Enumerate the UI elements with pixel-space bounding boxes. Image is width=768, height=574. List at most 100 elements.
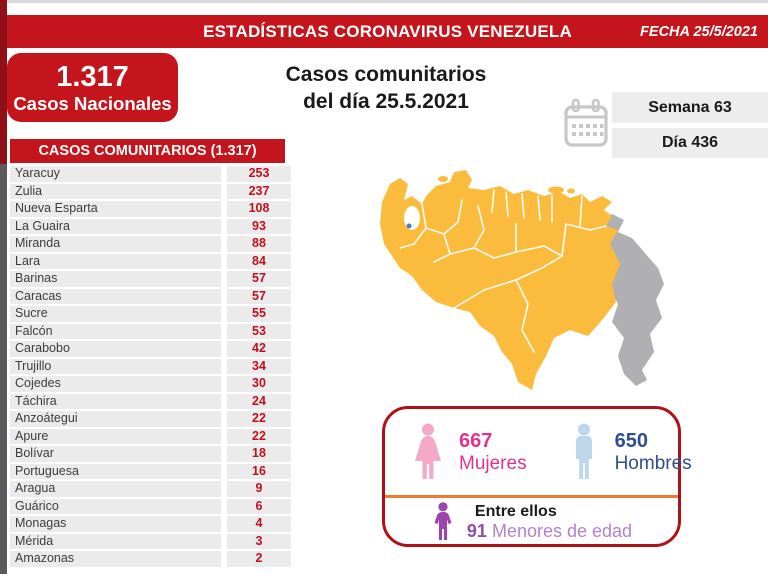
page-title-line1: Casos comunitarios [285,63,487,86]
table-row: Yaracuy 253 [10,166,291,182]
left-edge-strip-gray [0,164,7,574]
female-icon [415,423,441,479]
table-row: Carabobo 42 [10,341,291,357]
state-cases: 237 [227,183,291,199]
state-cases: 57 [227,288,291,304]
state-name: Caracas [10,288,221,304]
state-cases: 55 [227,306,291,322]
community-cases-header-label: CASOS COMUNITARIOS (1.317) [38,143,257,159]
table-row: Cojedes 30 [10,376,291,392]
state-cases: 2 [227,551,291,567]
state-cases: 84 [227,253,291,269]
week-box: Semana 63 [612,92,768,123]
table-row: La Guaira 93 [10,218,291,234]
table-row: Lara 84 [10,253,291,269]
table-row: Bolívar 18 [10,446,291,462]
gender-top-row: 667 Mujeres 650 Hombres [385,409,692,495]
minors-intro: Entre ellos [474,502,557,520]
minors-line: 91 Menores de edad [467,521,632,542]
gender-summary-box: 667 Mujeres 650 Hombres [382,406,692,547]
header-title: ESTADÍSTICAS CORONAVIRUS VENEZUELA [203,21,572,41]
table-row: Mérida 3 [10,533,291,549]
men-group: 650 Hombres [567,423,692,481]
state-cases: 53 [227,323,291,339]
state-cases: 57 [227,271,291,287]
men-label: Hombres [614,452,692,474]
state-name: Sucre [10,306,221,322]
top-divider [0,0,768,3]
state-name: Portuguesa [10,463,221,479]
state-name: Aragua [10,481,221,497]
table-row: Táchira 24 [10,393,291,409]
lake-maracaibo [404,206,420,230]
table-row: Trujillo 34 [10,358,291,374]
state-cases: 93 [227,218,291,234]
page-title-line2: del día 25.5.2021 [303,90,469,113]
header-date: FECHA 25/5/2021 [640,23,758,40]
male-icon [575,423,592,479]
men-text: 650 Hombres [615,430,692,475]
minors-row: Entre ellos 91 Menores de edad [385,498,678,546]
state-cases: 18 [227,446,291,462]
table-row: Apure 22 [10,428,291,444]
state-name: Amazonas [10,551,221,567]
national-cases-box: 1.317 Casos Nacionales [7,53,178,122]
table-row: Aragua 9 [10,481,291,497]
state-cases: 16 [227,463,291,479]
state-name: Yaracuy [10,166,221,182]
orange-divider [385,495,678,498]
state-name: Anzoátegui [10,411,221,427]
table-row: Anzoátegui 22 [10,411,291,427]
child-icon [434,502,452,540]
minors-label: Menores de edad [491,520,633,541]
header-banner: ESTADÍSTICAS CORONAVIRUS VENEZUELA FECHA… [7,15,768,48]
state-cases: 42 [227,341,291,357]
small-island-west [438,176,448,182]
state-name: Táchira [10,393,221,409]
state-cases: 108 [227,201,291,217]
week-label: Semana 63 [648,98,732,116]
state-name: Lara [10,253,221,269]
national-cases-value: 1.317 [56,60,129,93]
women-label: Mujeres [459,452,527,474]
venezuela-country [380,170,620,390]
left-edge-strip-red [0,0,7,164]
page-title: Casos comunitarios del día 25.5.2021 [240,61,532,115]
state-name: Miranda [10,236,221,252]
state-name: Trujillo [10,358,221,374]
state-name: La Guaira [10,218,221,234]
table-row: Miranda 88 [10,236,291,252]
state-name: Apure [10,428,221,444]
state-cases: 253 [227,166,291,182]
state-name: Mérida [10,533,221,549]
state-cases: 88 [227,236,291,252]
state-name: Barinas [10,271,221,287]
men-count: 650 [614,429,648,452]
table-row: Zulia 237 [10,183,291,199]
state-name: Guárico [10,498,221,514]
women-group: 667 Mujeres [411,423,527,481]
state-cases: 34 [227,358,291,374]
margarita-island [548,186,564,194]
national-cases-label: Casos Nacionales [13,92,172,114]
women-count: 667 [459,429,493,452]
table-row: Falcón 53 [10,323,291,339]
state-name: Zulia [10,183,221,199]
table-row: Sucre 55 [10,306,291,322]
minors-count: 91 [466,520,487,541]
minors-text: Entre ellos 91 Menores de edad [467,503,632,542]
table-row: Nueva Esparta 108 [10,201,291,217]
state-name: Monagas [10,516,221,532]
state-cases: 22 [227,411,291,427]
state-cases: 9 [227,481,291,497]
table-row: Barinas 57 [10,271,291,287]
venezuela-map [366,160,684,402]
table-row: Amazonas 2 [10,551,291,567]
state-name: Falcón [10,323,221,339]
table-row: Portuguesa 16 [10,463,291,479]
state-cases: 30 [227,376,291,392]
state-cases: 6 [227,498,291,514]
day-box: Día 436 [612,128,768,158]
table-row: Monagas 4 [10,516,291,532]
